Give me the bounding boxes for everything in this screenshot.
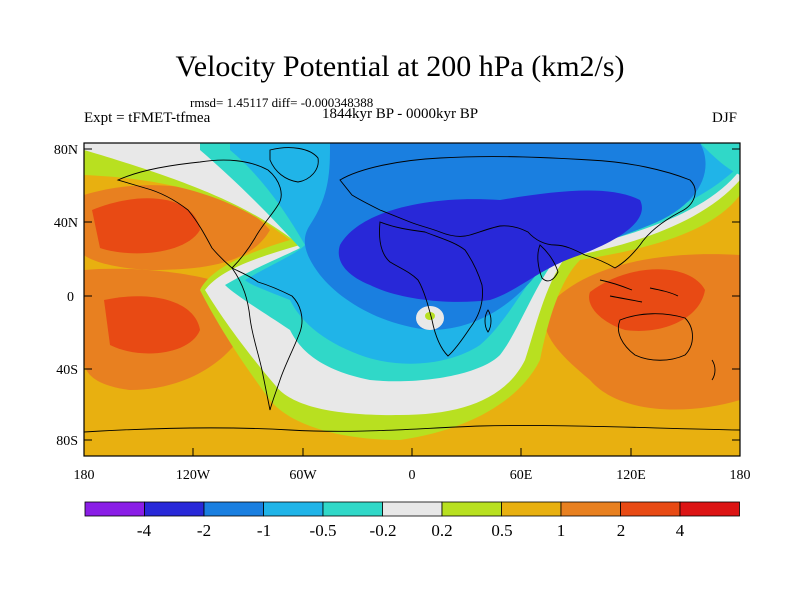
lon-tick-labels: 180 120W 60W 0 60E 120E 180 — [74, 468, 751, 483]
chart-title: Velocity Potential at 200 hPa (km2/s) — [175, 50, 625, 83]
lon-label: 180 — [74, 468, 95, 483]
lat-label: 40S — [56, 363, 78, 378]
colorbar-label: 1 — [556, 521, 566, 540]
colorbar-label: -4 — [136, 521, 152, 540]
colorbar-swatch — [441, 501, 502, 517]
colorbar-swatch — [203, 501, 264, 517]
colorbar-swatch — [322, 501, 383, 517]
colorbar-label: -1 — [256, 521, 272, 540]
lat-label: 80S — [56, 434, 78, 449]
contour-fill — [84, 143, 740, 456]
colorbar-label: 4 — [675, 521, 685, 540]
tick-marks — [83, 148, 741, 456]
lat-tick-labels: 80N 40N 0 40S 80S — [54, 143, 78, 449]
colorbar-swatch — [501, 501, 562, 517]
colorbar-swatch — [560, 501, 621, 517]
colorbar-swatch — [84, 501, 145, 517]
colorbar-label: 0.2 — [431, 521, 453, 540]
colorbar-label: 2 — [616, 521, 626, 540]
colorbar-label: -0.2 — [369, 521, 397, 540]
colorbar-swatch — [620, 501, 681, 517]
lon-label: 60E — [510, 468, 533, 483]
colorbar — [84, 501, 740, 517]
colorbar-label: 0.5 — [491, 521, 513, 540]
coastlines — [84, 147, 740, 433]
experiment-label: Expt = tFMET-tfmea — [84, 110, 211, 126]
lon-label: 0 — [409, 468, 416, 483]
colorbar-swatch — [144, 501, 205, 517]
colorbar-label: -2 — [196, 521, 212, 540]
lon-label: 60W — [289, 468, 317, 483]
lon-label: 120E — [616, 468, 646, 483]
stats-text: rmsd= 1.45117 diff= -0.000348388 — [190, 95, 374, 110]
lon-label: 180 — [730, 468, 751, 483]
period-label: 1844kyr BP - 0000kyr BP — [322, 106, 479, 122]
lat-label: 80N — [54, 143, 78, 158]
colorbar-swatch — [382, 501, 443, 517]
lat-label: 40N — [54, 216, 78, 231]
season-label: DJF — [712, 110, 738, 126]
lat-label: 0 — [67, 290, 74, 305]
colorbar-swatch — [679, 501, 740, 517]
colorbar-label: -0.5 — [309, 521, 337, 540]
colorbar-swatch — [263, 501, 324, 517]
lon-label: 120W — [176, 468, 211, 483]
